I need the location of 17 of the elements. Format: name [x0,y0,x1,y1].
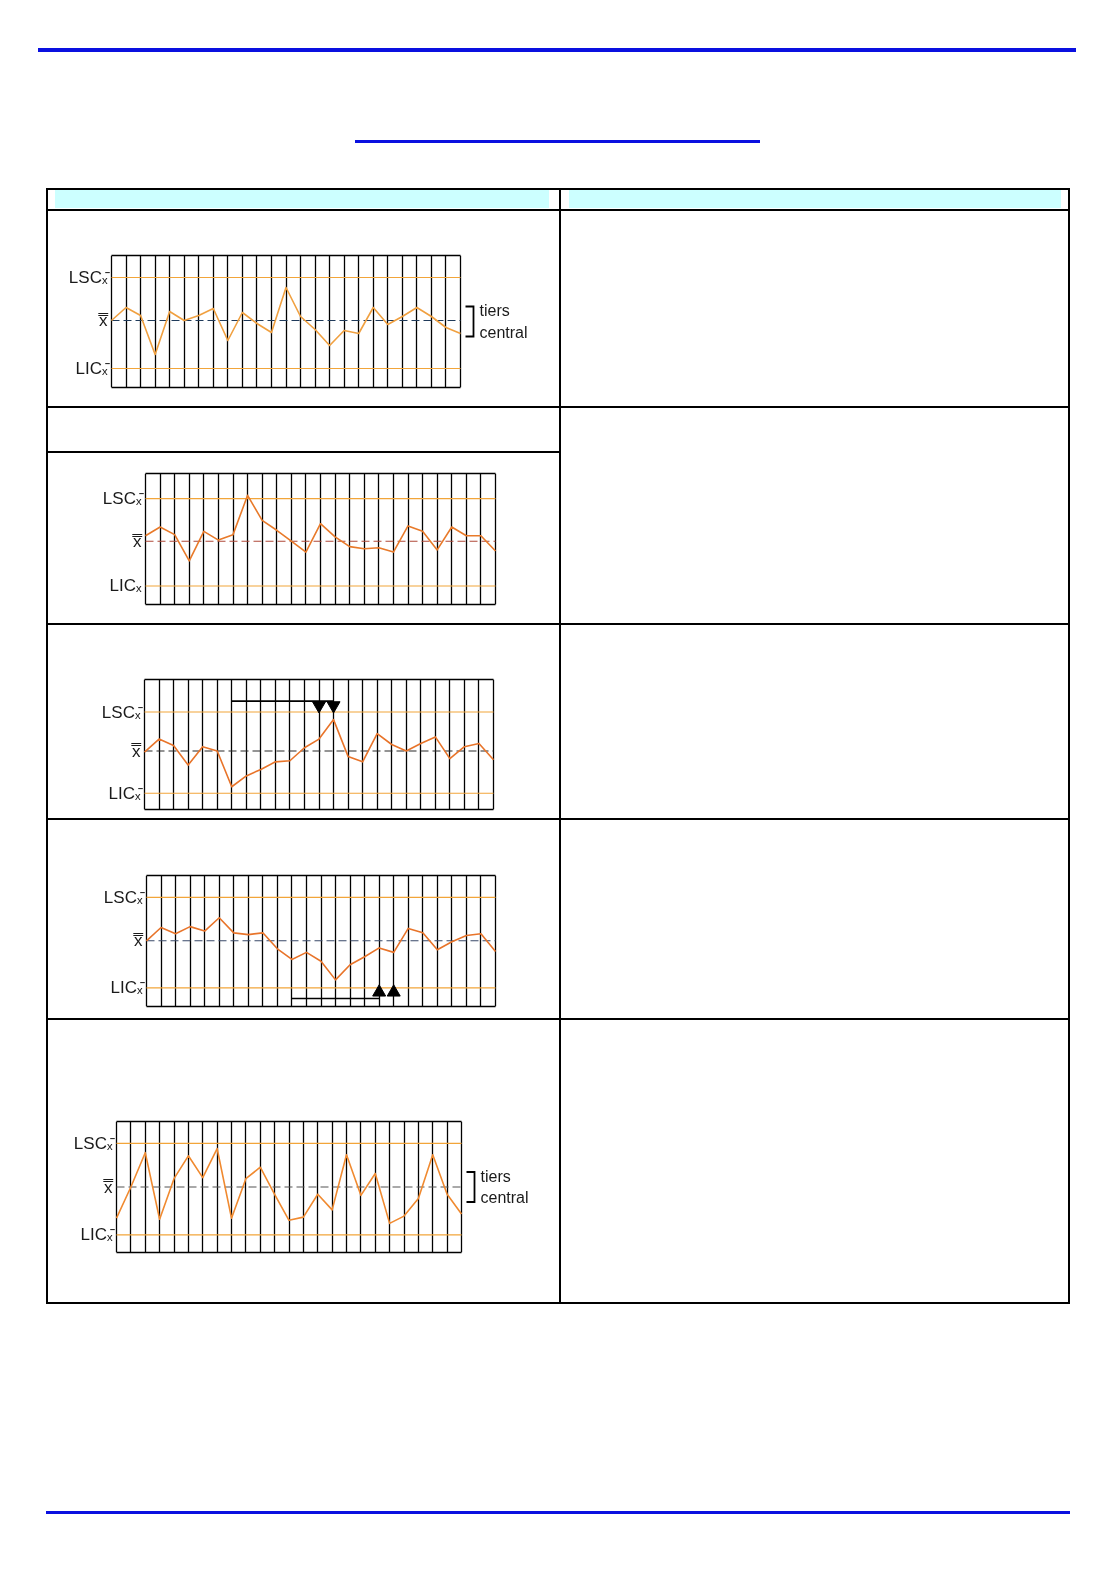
ref-line-label: x̿ [98,311,109,330]
ref-line-label: x̿ [103,1177,114,1197]
ref-line-label: x̿ [133,931,144,951]
ref-line-label: LSCₓ̄ [102,489,145,509]
ref-line-label: LICₓ̄ [75,359,111,378]
ref-line-label: LICₓ̄ [110,978,146,998]
ref-line-label: LSCₓ̄ [103,887,146,907]
ref-line-label: LICₓ̄ [80,1225,116,1245]
ref-line-label: LSCₓ̄ [101,702,144,722]
text: tiers central [479,302,528,341]
ref-line-label: LSCₓ̄ [68,268,111,287]
ref-line-label: LSCₓ̄ [73,1133,116,1153]
ref-line-label: x̿ [131,741,142,761]
ref-line-label: x̿ [132,531,143,551]
ref-line-label: LICₓ̄ [108,783,144,803]
ref-line-label: LICₓ [109,576,142,596]
text: tiers central [480,1167,529,1207]
